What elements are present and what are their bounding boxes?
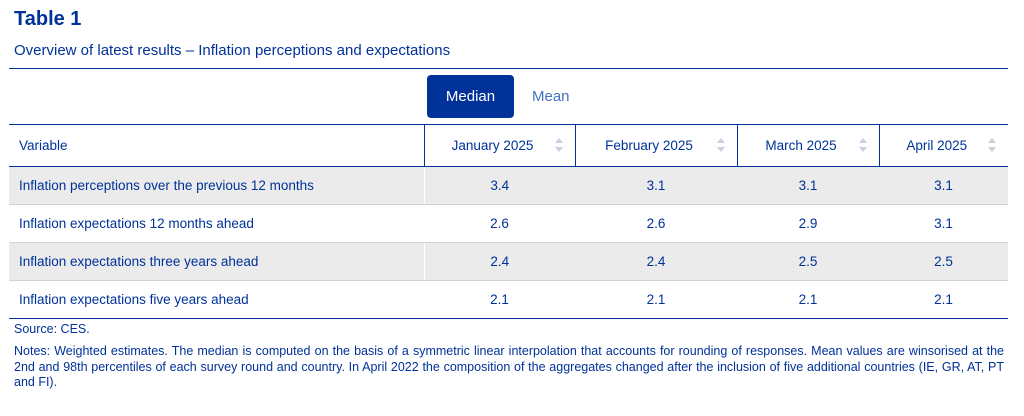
column-header-february-2025[interactable]: February 2025 — [574, 124, 737, 167]
column-header-march-2025[interactable]: March 2025 — [736, 124, 879, 167]
column-header-variable[interactable]: Variable — [9, 124, 424, 167]
table-cell: 3.1 — [737, 166, 879, 205]
sort-icon[interactable] — [858, 138, 867, 152]
table-cell: 3.4 — [424, 166, 575, 205]
column-header-label: April 2025 — [906, 138, 968, 153]
page-title: Table 1 — [14, 8, 82, 30]
source-note: Source: CES. — [14, 322, 90, 336]
table-cell: 2.6 — [424, 204, 575, 243]
column-header-january-2025[interactable]: January 2025 — [423, 124, 575, 167]
page-subtitle: Overview of latest results – Inflation p… — [14, 42, 451, 59]
column-header-label: February 2025 — [605, 138, 693, 153]
sort-icon[interactable] — [988, 138, 996, 152]
notes-text: Notes: Weighted estimates. The median is… — [14, 344, 1004, 389]
table-row: Inflation expectations five years ahead … — [9, 280, 1008, 319]
divider — [9, 68, 1008, 69]
table-cell: 2.4 — [424, 242, 575, 281]
table-cell: 2.4 — [575, 242, 737, 281]
table-cell: 2.5 — [737, 242, 879, 281]
row-variable-label: Inflation expectations five years ahead — [9, 280, 424, 319]
table-cell: 3.1 — [575, 166, 737, 205]
sort-icon[interactable] — [554, 138, 563, 152]
table-cell: 3.1 — [879, 166, 1008, 205]
row-variable-label: Inflation expectations 12 months ahead — [9, 204, 424, 243]
column-header-label: January 2025 — [451, 138, 534, 153]
table-cell: 2.1 — [575, 280, 737, 319]
column-header-label: March 2025 — [765, 138, 837, 153]
table-cell: 2.5 — [879, 242, 1008, 281]
table-cell: 3.1 — [879, 204, 1008, 243]
row-variable-label: Inflation expectations three years ahead — [9, 242, 425, 281]
tab-median[interactable]: Median — [427, 75, 514, 118]
table-cell: 2.1 — [424, 280, 575, 319]
table-cell: 2.1 — [879, 280, 1008, 319]
row-variable-label: Inflation perceptions over the previous … — [9, 166, 425, 205]
column-header-label: Variable — [19, 138, 68, 153]
tab-mean[interactable]: Mean — [532, 88, 570, 105]
results-table: Variable January 2025 February 2025 Marc… — [9, 124, 1008, 319]
table-row: Inflation expectations 12 months ahead 2… — [9, 204, 1008, 243]
table-header-row: Variable January 2025 February 2025 Marc… — [9, 124, 1008, 167]
column-header-april-2025[interactable]: April 2025 — [878, 124, 1008, 167]
table-cell: 2.9 — [737, 204, 879, 243]
table-row: Inflation perceptions over the previous … — [9, 166, 1008, 205]
table-cell: 2.1 — [737, 280, 879, 319]
stat-toggle: Median Mean — [427, 75, 588, 118]
table-row: Inflation expectations three years ahead… — [9, 242, 1008, 281]
table-cell: 2.6 — [575, 204, 737, 243]
sort-icon[interactable] — [716, 138, 725, 152]
